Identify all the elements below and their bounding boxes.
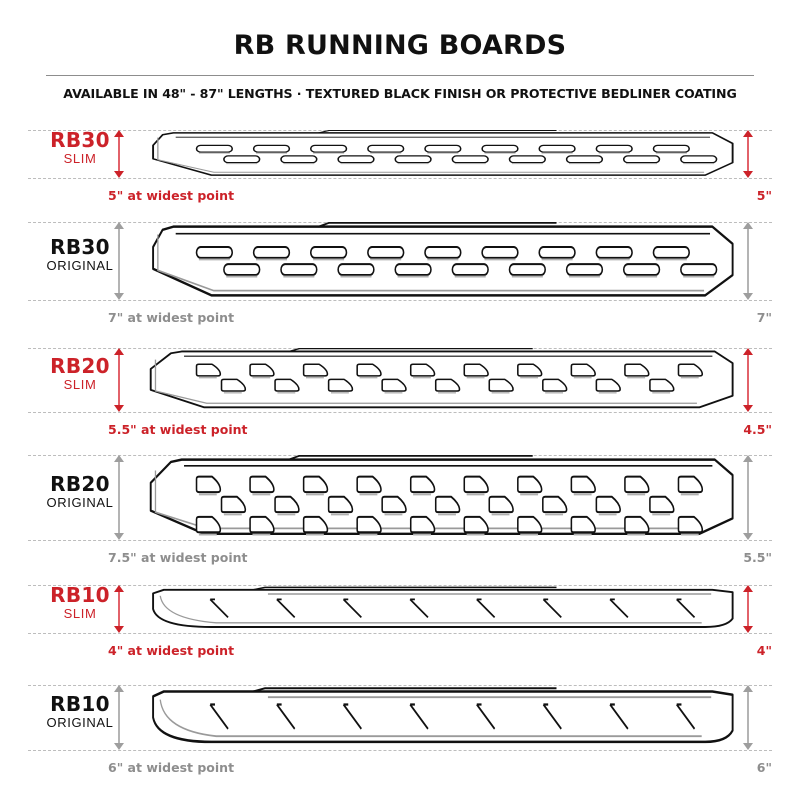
product-name-block[interactable]: RB10 ORIGINAL: [5, 691, 155, 731]
arrow-head-down: [743, 293, 753, 300]
page-subtitle: AVAILABLE IN 48" - 87" LENGTHS · TEXTURE…: [63, 86, 737, 101]
product-name: RB10: [50, 583, 110, 607]
guide-line-bottom: [28, 300, 772, 301]
arrow-shaft: [747, 690, 749, 745]
arrow-head-down: [114, 171, 124, 178]
product-name: RB20: [50, 471, 110, 496]
arrow-head-up: [743, 348, 753, 355]
width-caption-right: 4.5": [743, 422, 772, 437]
arrow-shaft: [747, 227, 749, 295]
arrow-head-up: [743, 130, 753, 137]
dimension-arrow-left: [112, 455, 126, 540]
arrow-shaft: [747, 590, 749, 628]
dimension-arrow-right: [741, 348, 755, 412]
arrow-shaft: [747, 460, 749, 535]
guide-line-bottom: [28, 540, 772, 541]
arrow-shaft: [747, 135, 749, 173]
product-name-block[interactable]: RB20 ORIGINAL: [5, 471, 155, 511]
guide-line-bottom: [28, 178, 772, 179]
guide-line-top: [28, 685, 772, 686]
arrow-head-down: [743, 626, 753, 633]
arrow-head-down: [114, 533, 124, 540]
arrow-head-down: [114, 405, 124, 412]
arrow-head-down: [114, 626, 124, 633]
arrow-shaft: [118, 460, 120, 535]
page-header: RB RUNNING BOARDS AVAILABLE IN 48" - 87"…: [0, 0, 800, 101]
width-caption-right: 4": [756, 643, 772, 658]
guide-line-bottom: [28, 412, 772, 413]
arrow-shaft: [118, 227, 120, 295]
product-variant: SLIM: [63, 377, 97, 392]
width-caption-left: 5" at widest point: [108, 188, 235, 203]
product-name: RB10: [50, 691, 110, 716]
arrow-head-down: [114, 743, 124, 750]
width-caption-right: 6": [756, 760, 772, 775]
arrow-shaft: [118, 690, 120, 745]
arrow-head-up: [114, 348, 124, 355]
dimension-arrow-left: [112, 222, 126, 300]
board-illustration-rb10-original[interactable]: [140, 685, 735, 750]
width-caption-left: 4" at widest point: [108, 643, 235, 658]
arrow-head-up: [743, 585, 753, 592]
product-variant: SLIM: [63, 151, 97, 166]
arrow-head-up: [114, 455, 124, 462]
width-caption-left: 6" at widest point: [108, 760, 235, 775]
board-illustration-rb20-slim[interactable]: [140, 347, 735, 412]
dimension-arrow-left: [112, 130, 126, 178]
dimension-arrow-right: [741, 455, 755, 540]
board-illustration-rb20-original[interactable]: [140, 454, 735, 540]
arrow-shaft: [118, 590, 120, 628]
guide-line-top: [28, 585, 772, 586]
arrow-head-up: [114, 585, 124, 592]
arrow-head-down: [743, 533, 753, 540]
product-name-block[interactable]: RB30 ORIGINAL: [5, 237, 155, 274]
arrow-head-down: [114, 293, 124, 300]
dimension-arrow-right: [741, 585, 755, 633]
width-caption-left: 7" at widest point: [108, 310, 235, 325]
width-caption-right: 5.5": [743, 550, 772, 565]
arrow-head-down: [743, 405, 753, 412]
arrow-head-up: [114, 130, 124, 137]
board-illustration-rb30-original[interactable]: [140, 221, 735, 300]
product-variant: ORIGINAL: [46, 714, 114, 730]
width-caption-left: 5.5" at widest point: [108, 422, 248, 437]
arrow-shaft: [118, 135, 120, 173]
product-variant: ORIGINAL: [46, 494, 114, 510]
dimension-arrow-right: [741, 130, 755, 178]
header-divider: [46, 75, 754, 76]
width-caption-left: 7.5" at widest point: [108, 550, 248, 565]
arrow-shaft: [747, 353, 749, 407]
board-illustration-rb10-slim[interactable]: [140, 585, 735, 633]
dimension-arrow-left: [112, 685, 126, 750]
dimension-arrow-right: [741, 222, 755, 300]
guide-line-bottom: [28, 633, 772, 634]
dimension-arrow-right: [741, 685, 755, 750]
dimension-arrow-left: [112, 585, 126, 633]
product-variant: ORIGINAL: [46, 258, 114, 273]
product-name: RB30: [50, 128, 110, 152]
arrow-head-up: [743, 685, 753, 692]
arrow-head-down: [743, 743, 753, 750]
product-name-block[interactable]: RB10 SLIM: [5, 585, 155, 622]
width-caption-right: 5": [756, 188, 772, 203]
width-caption-right: 7": [756, 310, 772, 325]
guide-line-bottom: [28, 750, 772, 751]
arrow-head-up: [114, 222, 124, 229]
arrow-head-up: [743, 222, 753, 229]
product-name-block[interactable]: RB20 SLIM: [5, 356, 155, 393]
arrow-head-up: [743, 455, 753, 462]
arrow-shaft: [118, 353, 120, 407]
product-variant: SLIM: [63, 606, 97, 621]
board-illustration-rb30-slim[interactable]: [140, 129, 735, 178]
arrow-head-down: [743, 171, 753, 178]
product-name: RB20: [50, 354, 110, 378]
dimension-arrow-left: [112, 348, 126, 412]
product-name: RB30: [50, 235, 110, 259]
page-title: RB RUNNING BOARDS: [233, 30, 567, 61]
arrow-head-up: [114, 685, 124, 692]
product-name-block[interactable]: RB30 SLIM: [5, 130, 155, 167]
